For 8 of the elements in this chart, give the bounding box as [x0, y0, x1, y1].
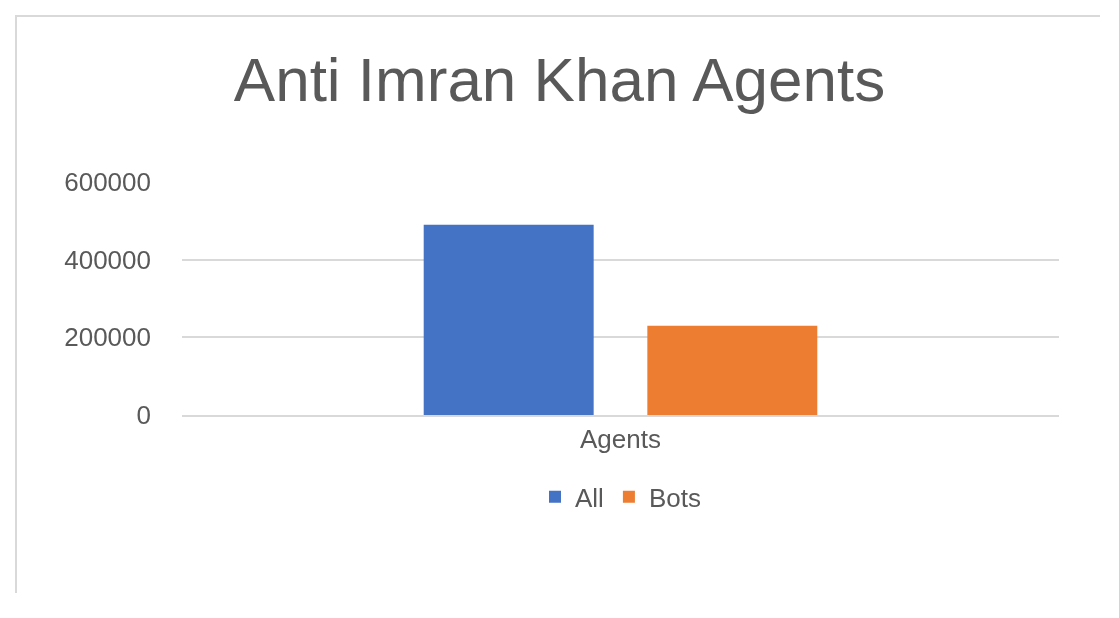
legend-label: Bots	[648, 482, 701, 513]
x-tick-label: Agents	[580, 424, 661, 455]
y-tick-label: 600000	[64, 167, 151, 198]
chart-title: Anti Imran Khan Agents	[233, 44, 886, 114]
y-tick-label: 400000	[64, 244, 151, 275]
legend-label: All	[575, 482, 604, 513]
y-tick-label: 0	[136, 400, 151, 431]
y-tick-label: 200000	[64, 322, 151, 353]
